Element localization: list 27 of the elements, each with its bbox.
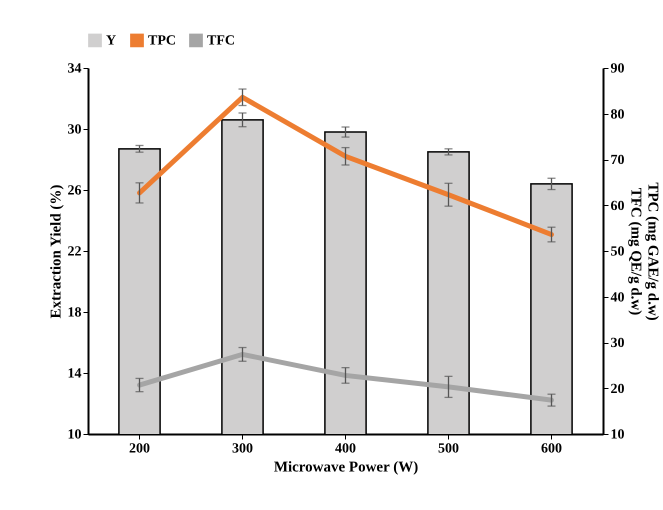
y-tick-label: 30 <box>68 122 82 138</box>
y2-tick-label: 60 <box>610 198 624 214</box>
x-tick-label: 600 <box>541 442 562 456</box>
legend-label: TFC <box>207 33 235 48</box>
y2-tick-label: 70 <box>610 153 624 168</box>
y-tick-label: 14 <box>68 366 82 382</box>
y-axis-title: Extraction Yield (%) <box>48 184 64 318</box>
y-tick-label: 34 <box>68 62 82 76</box>
y2-tick-label: 30 <box>610 336 624 351</box>
y2-tick-label: 40 <box>610 290 624 306</box>
x-tick-label: 200 <box>129 442 150 456</box>
y2-tick-label: 50 <box>610 244 624 260</box>
y-tick-label: 18 <box>68 306 82 320</box>
x-axis-title: Microwave Power (W) <box>274 460 418 476</box>
legend-label: TPC <box>148 33 176 48</box>
y2-tick-label: 10 <box>610 428 624 442</box>
y-tick-label: 10 <box>68 428 82 442</box>
y-tick-label: 26 <box>68 184 82 198</box>
x-tick-label: 300 <box>232 442 253 456</box>
y2-tick-label: 20 <box>610 382 624 397</box>
y2-axis-title: TPC (mg GAE/g d.w) TFC (mg QE/g d.w) <box>628 182 660 321</box>
y-tick-label: 22 <box>68 244 82 260</box>
y2-tick-label: 80 <box>610 107 624 122</box>
legend-label: Y <box>106 33 116 48</box>
x-tick-label: 400 <box>335 442 356 456</box>
y2-tick-label: 90 <box>610 62 624 76</box>
x-tick-label: 500 <box>438 442 459 456</box>
